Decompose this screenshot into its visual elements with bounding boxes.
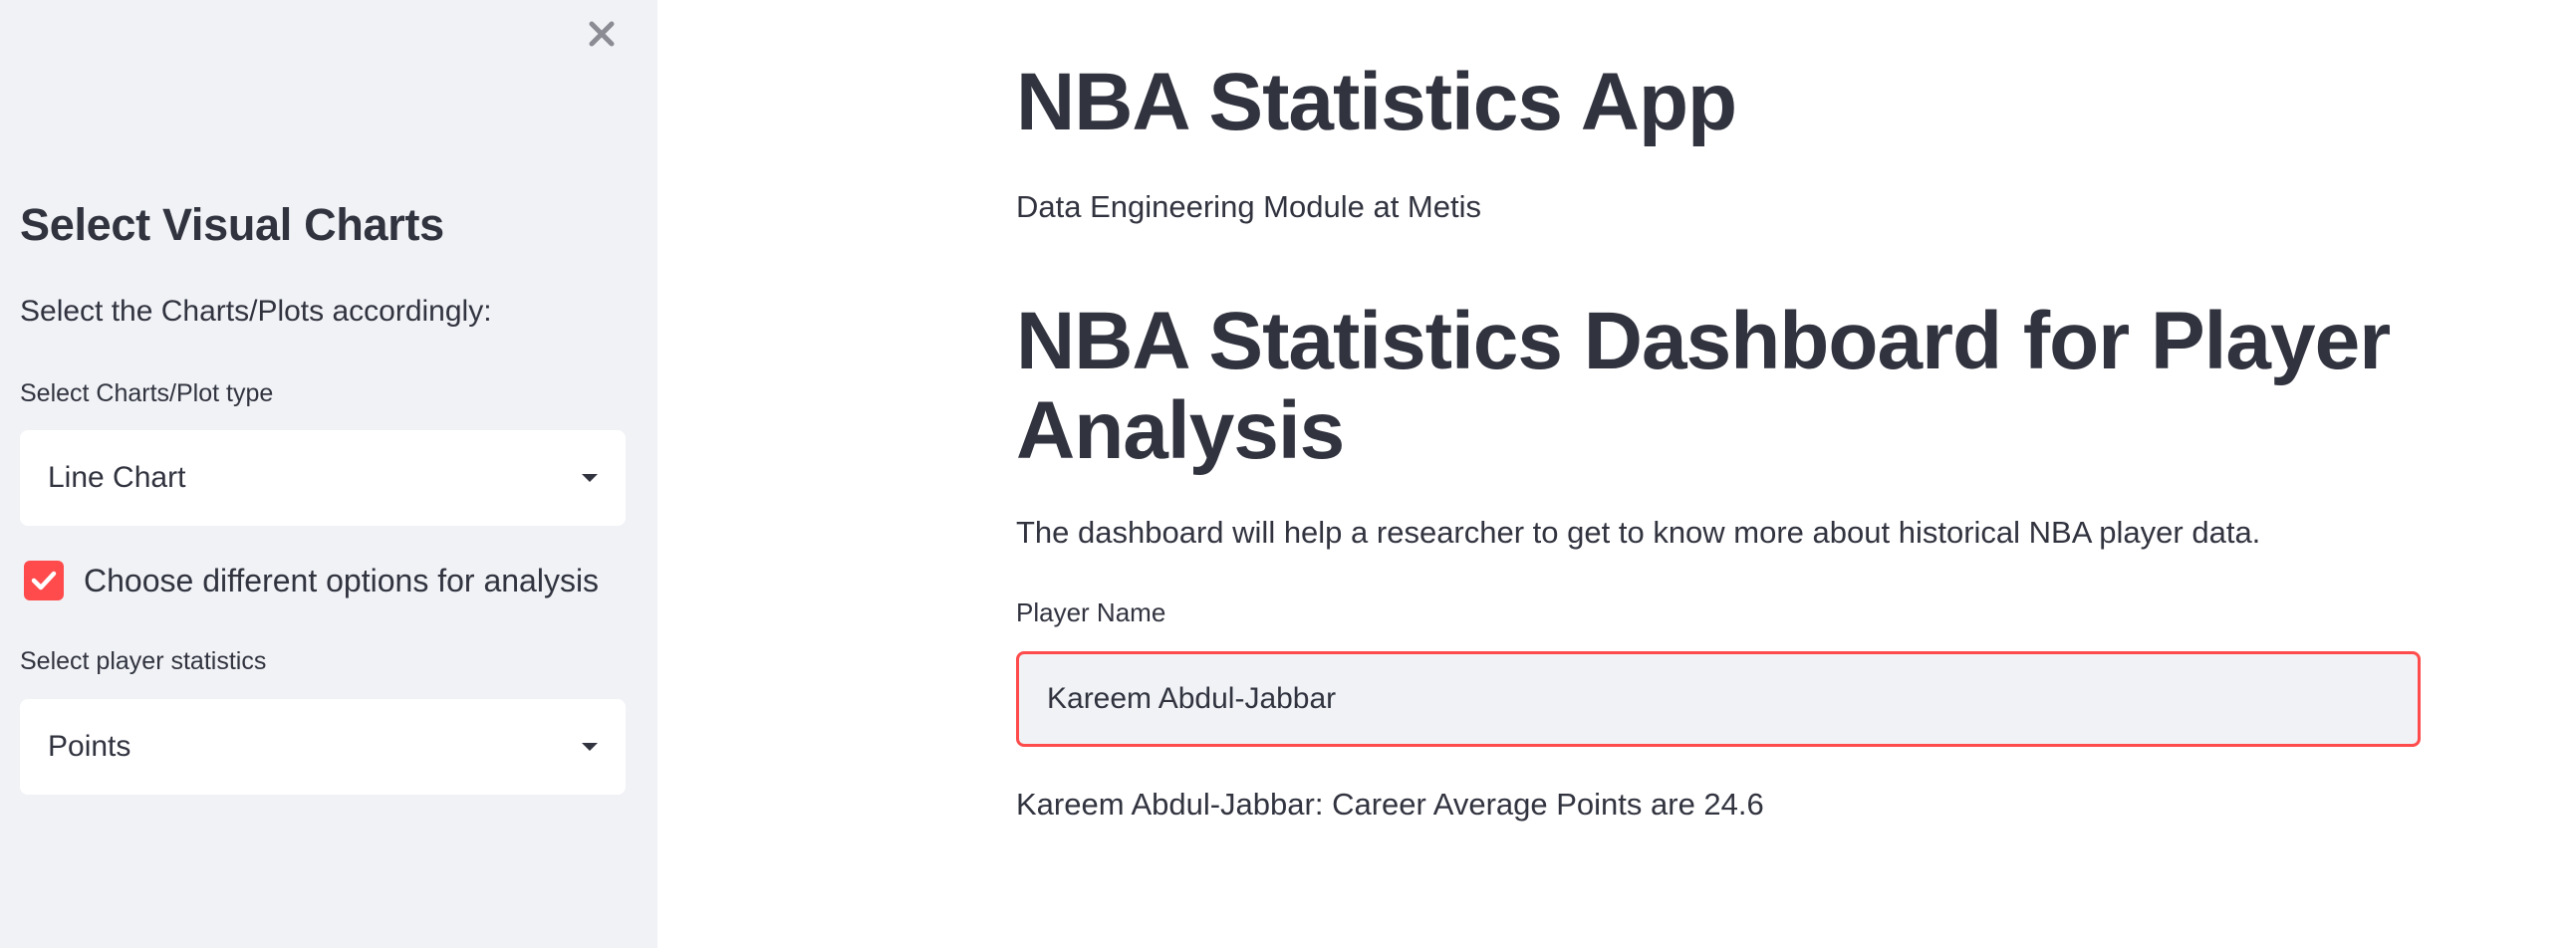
chevron-down-icon xyxy=(582,474,598,482)
player-name-input[interactable] xyxy=(1016,651,2421,747)
dashboard-description: The dashboard will help a researcher to … xyxy=(1016,515,2261,550)
close-sidebar-button[interactable] xyxy=(582,14,622,54)
chart-type-label: Select Charts/Plot type xyxy=(20,379,274,407)
page-subtitle: Data Engineering Module at Metis xyxy=(1016,189,1481,224)
checkmark-icon xyxy=(31,571,57,591)
career-average-result: Kareem Abdul-Jabbar: Career Average Poin… xyxy=(1016,787,1764,822)
close-icon xyxy=(589,21,615,47)
chevron-down-icon xyxy=(582,743,598,751)
chart-type-select[interactable]: Line Chart xyxy=(20,430,626,526)
player-stat-value: Points xyxy=(48,730,131,763)
player-name-label: Player Name xyxy=(1016,597,1166,627)
player-stat-label: Select player statistics xyxy=(20,647,267,675)
page-title: NBA Statistics App xyxy=(1016,57,1737,147)
sidebar-heading: Select Visual Charts xyxy=(20,199,444,250)
options-checkbox[interactable] xyxy=(24,561,64,600)
options-checkbox-row[interactable]: Choose different options for analysis xyxy=(24,561,599,600)
chart-type-value: Line Chart xyxy=(48,461,186,494)
sidebar-description: Select the Charts/Plots accordingly: xyxy=(20,295,492,328)
sidebar: Select Visual Charts Select the Charts/P… xyxy=(0,0,657,948)
options-checkbox-label: Choose different options for analysis xyxy=(84,562,600,598)
dashboard-title: NBA Statistics Dashboard for Player Anal… xyxy=(1016,296,2391,476)
player-stat-select[interactable]: Points xyxy=(20,699,626,795)
